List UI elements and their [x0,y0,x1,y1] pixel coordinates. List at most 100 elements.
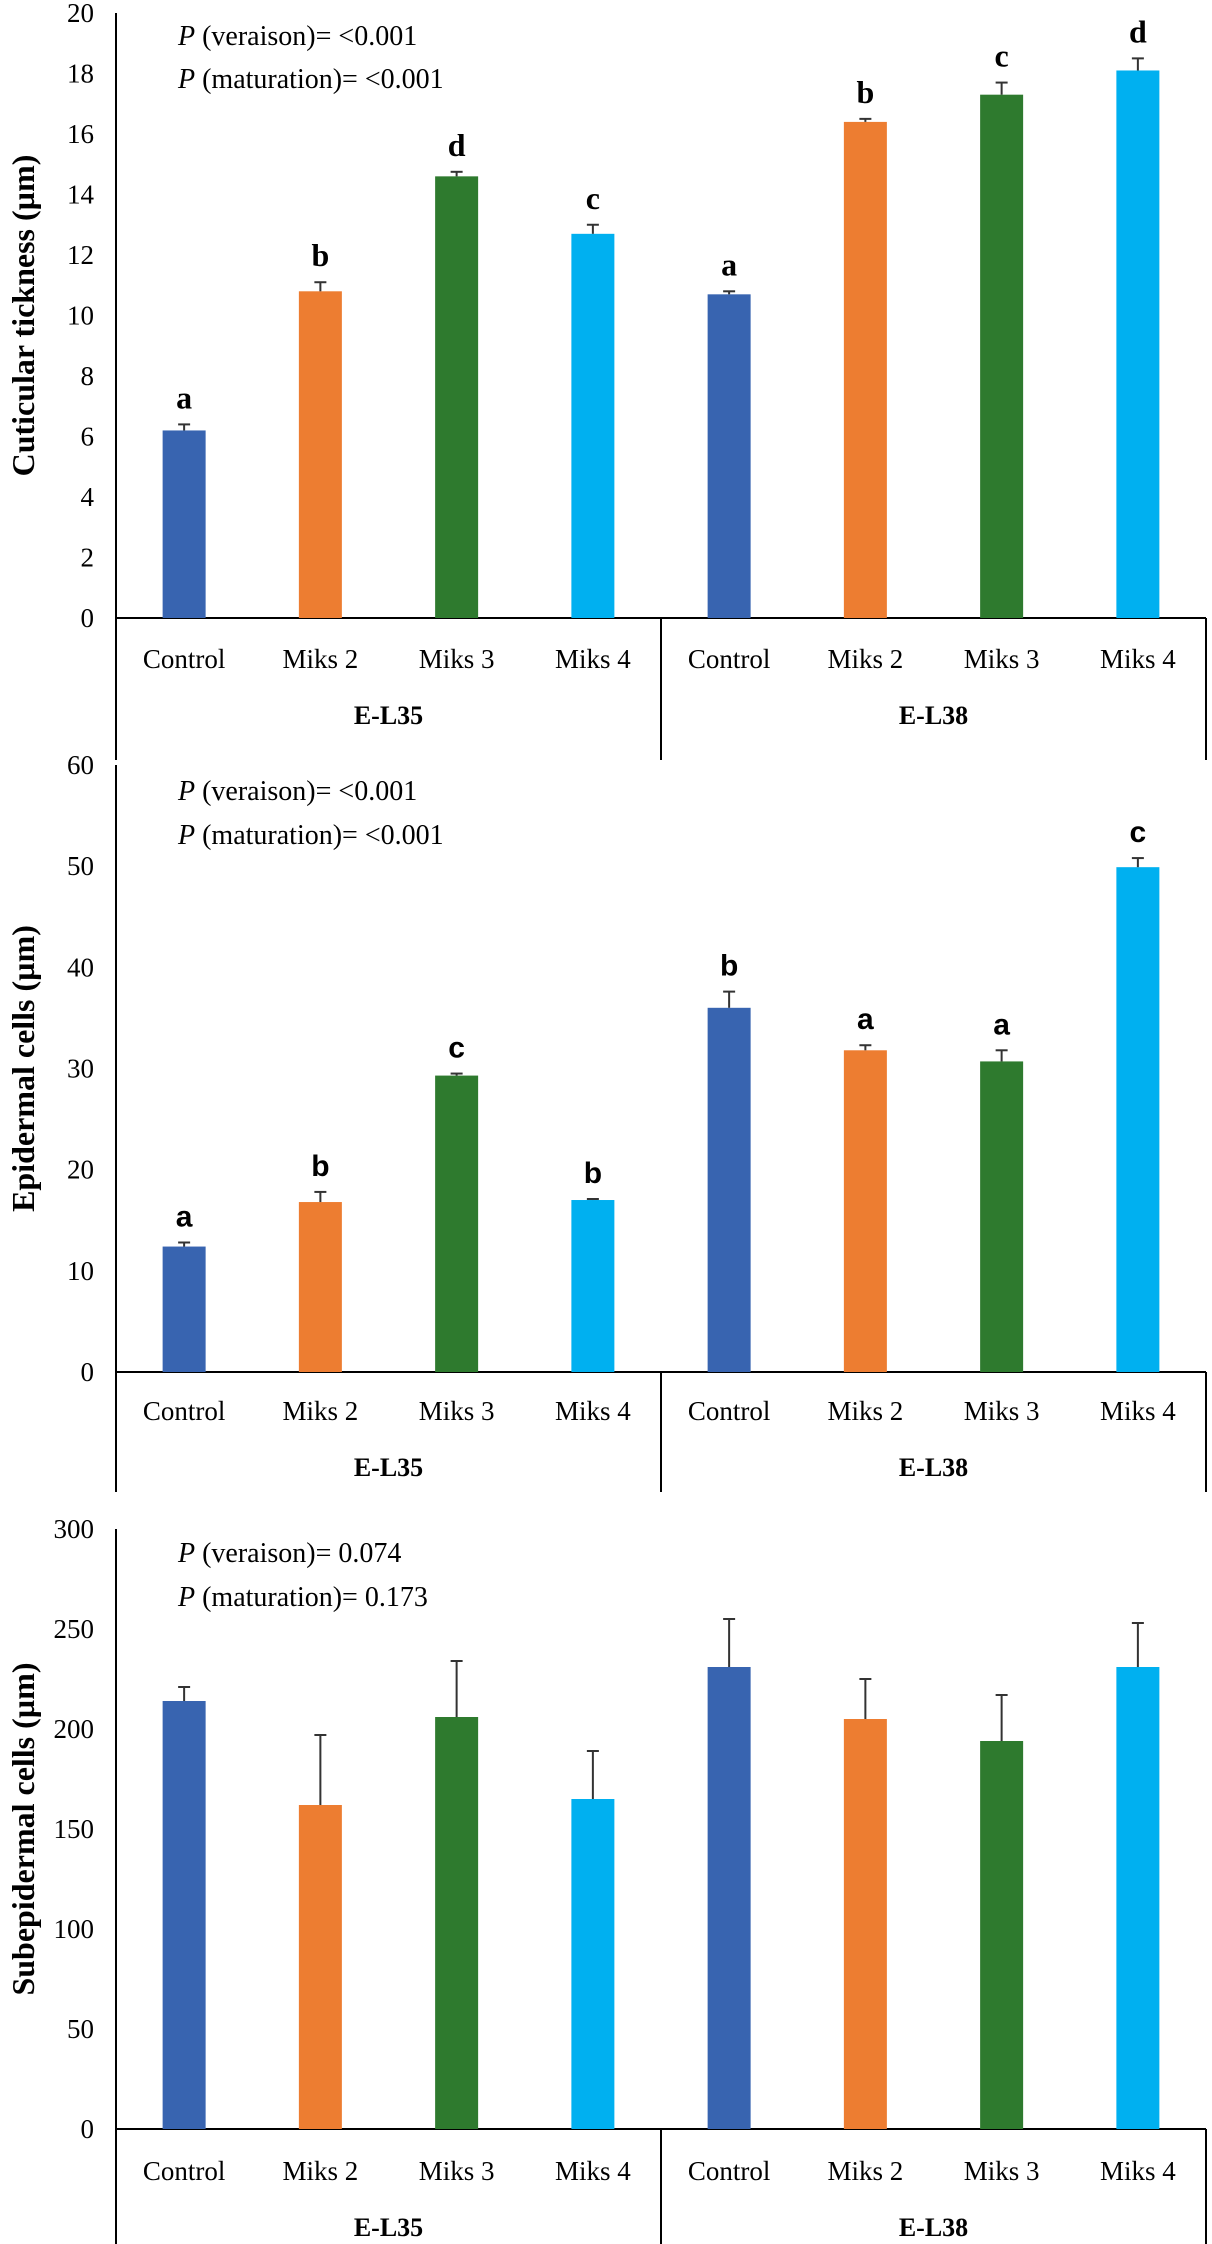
y-tick-label: 150 [54,1814,95,1844]
significance-letter: b [311,1150,329,1183]
p-symbol: P [177,1582,195,1613]
y-tick-label: 12 [67,240,94,270]
p-value-annotation: P (veraison)= <0.001 [177,21,417,52]
significance-letter: a [857,1003,874,1036]
significance-letter: b [720,950,738,983]
y-tick-label: 10 [67,1256,94,1286]
x-category-label: Miks 3 [419,1396,495,1426]
bar-e-l38-control [707,294,751,618]
significance-letter: c [1130,816,1147,849]
x-category-label: Miks 2 [827,1396,903,1426]
x-category-label: Miks 3 [964,644,1040,674]
x-category-label: Miks 4 [555,1396,631,1426]
bar-e-l38-control [707,1667,751,2129]
significance-letter: b [856,74,874,110]
y-tick-label: 50 [67,2014,94,2044]
bar-e-l38-control [707,1007,751,1372]
bar-e-l35-miks-2 [298,291,342,618]
bar-e-l35-miks-3 [435,176,479,618]
y-tick-label: 16 [67,119,94,149]
x-category-label: Miks 2 [827,2156,903,2186]
x-category-label: Control [688,1396,771,1426]
significance-letter: a [176,1201,193,1234]
y-tick-label: 60 [67,750,94,780]
chart-panel-2: 0 10 20 30 40 50 60 Epidermal cells (µm) P (vera… [5,750,1207,1492]
bar-e-l35-miks-2 [298,1805,342,2129]
x-category-label: Miks 3 [964,2156,1040,2186]
x-group-label: E-L35 [354,701,423,730]
x-category-label: Miks 2 [282,644,358,674]
bar-e-l38-miks-4 [1116,1667,1160,2129]
significance-letter: d [448,127,466,163]
p-symbol: P [177,21,195,52]
x-category-label: Miks 3 [419,644,495,674]
bar-e-l38-miks-2 [843,121,887,619]
p-symbol: P [177,820,195,851]
x-category-label: Control [143,2156,226,2186]
significance-letter: d [1129,13,1147,49]
bar-e-l35-miks-3 [435,1075,479,1372]
x-category-label: Miks 4 [1100,644,1176,674]
bar-e-l38-miks-3 [980,94,1024,619]
significance-letter: b [311,237,329,273]
bar-e-l38-miks-4 [1116,867,1160,1372]
x-category-label: Control [688,644,771,674]
bar-e-l35-miks-4 [571,233,615,618]
y-axis-title: Subepidermal cells (µm) [5,1662,41,1995]
y-tick-label: 4 [81,482,95,512]
bar-e-l38-miks-3 [980,1741,1024,2129]
p-value-text: (veraison)= 0.074 [195,1538,401,1569]
bar-e-l38-miks-2 [843,1050,887,1372]
x-category-label: Miks 2 [282,2156,358,2186]
bar-e-l38-miks-3 [980,1061,1024,1372]
p-value-annotation: P (veraison)= 0.074 [177,1538,401,1569]
p-value-text: (maturation)= <0.001 [195,820,444,851]
x-category-label: Control [143,644,226,674]
y-tick-label: 300 [54,1514,95,1544]
significance-letter: c [448,1032,465,1065]
y-tick-label: 250 [54,1614,95,1644]
y-tick-label: 40 [67,952,94,982]
p-symbol: P [177,1538,195,1569]
p-value-text: (maturation)= 0.173 [195,1582,428,1613]
bar-e-l35-control [162,1701,206,2129]
y-tick-label: 0 [81,1357,95,1387]
y-tick-label: 2 [81,543,95,573]
x-category-label: Miks 4 [555,2156,631,2186]
significance-letter: a [721,246,737,282]
x-category-label: Miks 4 [1100,1396,1176,1426]
significance-letter: a [993,1008,1010,1041]
bar-e-l35-miks-4 [571,1799,615,2129]
significance-letter: b [584,1157,602,1190]
y-tick-label: 18 [67,59,94,89]
y-tick-label: 20 [67,1155,94,1185]
y-tick-label: 10 [67,301,94,331]
chart-panel-1: 0 2 4 6 8 10 12 14 16 18 20 Cuticular tickness (µm)… [5,0,1207,760]
x-group-label: E-L35 [354,1453,423,1482]
x-category-label: Control [688,2156,771,2186]
significance-letter: c [995,38,1009,74]
y-tick-label: 200 [54,1714,95,1744]
y-tick-label: 8 [81,361,95,391]
p-symbol: P [177,64,195,95]
y-axis-title: Epidermal cells (µm) [5,925,41,1212]
x-category-label: Miks 3 [964,1396,1040,1426]
x-group-label: E-L35 [354,2213,423,2242]
y-tick-label: 20 [67,0,94,28]
x-group-label: E-L38 [899,701,968,730]
bar-e-l35-control [162,430,206,618]
x-group-label: E-L38 [899,2213,968,2242]
y-tick-label: 6 [81,422,95,452]
bar-e-l38-miks-4 [1116,70,1160,619]
p-symbol: P [177,776,195,807]
x-category-label: Miks 4 [1100,2156,1176,2186]
y-tick-label: 0 [81,603,95,633]
p-value-text: (maturation)= <0.001 [195,64,444,95]
bar-e-l35-miks-4 [571,1200,615,1372]
y-tick-label: 50 [67,851,94,881]
p-value-annotation: P (maturation)= 0.173 [177,1582,428,1613]
y-tick-label: 100 [54,1914,95,1944]
p-value-annotation: P (maturation)= <0.001 [177,820,444,851]
bar-e-l38-miks-2 [843,1719,887,2129]
